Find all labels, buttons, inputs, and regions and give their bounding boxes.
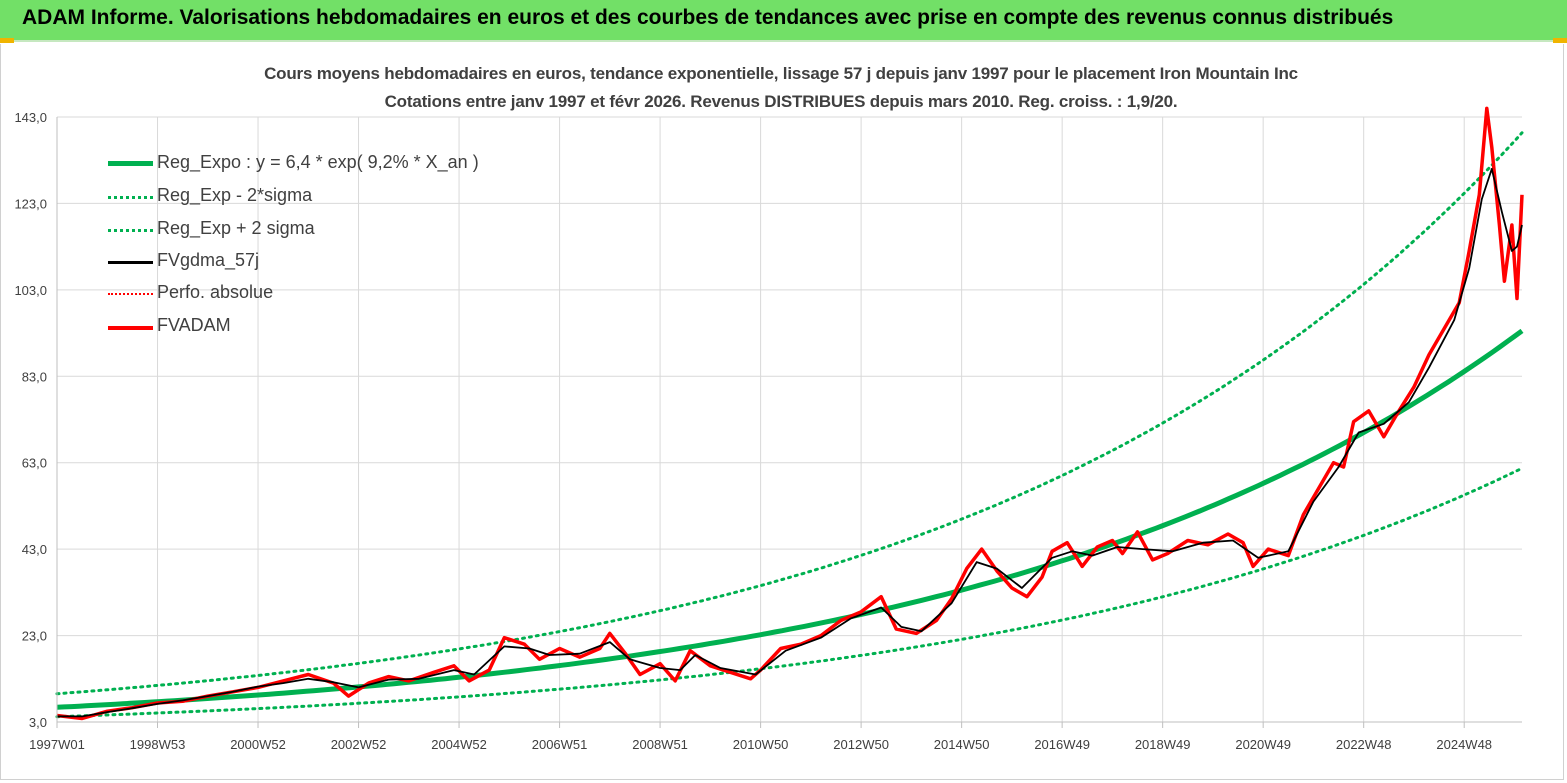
- x-tick-label: 2018W49: [1135, 737, 1191, 752]
- legend-label-perfo: Perfo. absolue: [157, 282, 274, 302]
- legend-item-reg-upper: Reg_Exp + 2 sigma: [108, 218, 528, 242]
- title-banner: ADAM Informe. Valorisations hebdomadaire…: [0, 0, 1567, 40]
- legend-swatch-reg-upper: [108, 229, 153, 232]
- chart-plot: 143,0 123,0 103,0 83,0 63,0 43,0 23,0 3,0 1997W0…: [14, 106, 1524, 752]
- legend-label-fvgdma: FVgdma_57j: [157, 250, 260, 270]
- series-reg-upper: [55, 131, 1524, 696]
- legend-item-fvadam: FVADAM: [108, 315, 528, 339]
- series-layer: [55, 106, 1524, 721]
- x-tick-label: 2024W48: [1436, 737, 1492, 752]
- x-tick-label: 2008W51: [632, 737, 688, 752]
- legend-label-reg-lower: Reg_Exp - 2*sigma: [157, 185, 313, 205]
- y-tick-label: 3,0: [29, 715, 47, 730]
- legend-label-reg-upper: Reg_Exp + 2 sigma: [157, 218, 315, 238]
- y-tick-label: 23,0: [22, 629, 47, 644]
- y-tick-label: 83,0: [22, 369, 47, 384]
- y-tick-label: 43,0: [22, 542, 47, 557]
- legend-swatch-reg-lower: [108, 196, 153, 199]
- legend-swatch-fvadam: [108, 326, 153, 330]
- x-tick-label: 2016W49: [1034, 737, 1090, 752]
- legend-item-reg-expo: Reg_Expo : y = 6,4 * exp( 9,2% * X_an ): [108, 152, 528, 176]
- legend-item-fvgdma: FVgdma_57j: [108, 250, 528, 274]
- page-title: ADAM Informe. Valorisations hebdomadaire…: [22, 6, 1394, 29]
- x-tick-label: 1998W53: [130, 737, 186, 752]
- x-tick-label: 2000W52: [230, 737, 286, 752]
- axis-layer: 143,0 123,0 103,0 83,0 63,0 43,0 23,0 3,0 1997W0…: [14, 110, 1522, 752]
- y-tick-label: 63,0: [22, 456, 47, 471]
- banner-corner-right: [1553, 38, 1567, 43]
- x-tick-label: 2012W50: [833, 737, 889, 752]
- y-tick-label: 143,0: [14, 110, 47, 125]
- series-fvgdma: [57, 168, 1523, 718]
- chart-subtitle: Cotations entre janv 1997 et févr 2026. …: [384, 92, 1178, 111]
- banner-divider: [14, 40, 1553, 42]
- x-tick-label: 2020W49: [1235, 737, 1291, 752]
- chart-container: Cours moyens hebdomadaires en euros, ten…: [0, 44, 1567, 783]
- banner-corner-left: [0, 38, 14, 43]
- legend-item-reg-lower: Reg_Exp - 2*sigma: [108, 185, 528, 209]
- legend-swatch-perfo: [108, 293, 153, 295]
- x-tick-label: 2022W48: [1336, 737, 1392, 752]
- y-tick-label: 123,0: [14, 196, 47, 211]
- x-tick-label: 2006W51: [532, 737, 588, 752]
- legend-label-reg-expo: Reg_Expo : y = 6,4 * exp( 9,2% * X_an ): [157, 152, 479, 172]
- series-reg-expo: [56, 328, 1524, 710]
- x-tick-label: 2004W52: [431, 737, 487, 752]
- legend-swatch-fvgdma: [108, 261, 153, 264]
- x-tick-label: 2002W52: [331, 737, 387, 752]
- legend-swatch-reg-expo: [108, 161, 153, 166]
- chart-title: Cours moyens hebdomadaires en euros, ten…: [264, 64, 1298, 83]
- x-tick-label: 2014W50: [934, 737, 990, 752]
- legend-item-perfo: Perfo. absolue: [108, 282, 528, 306]
- y-tick-label: 103,0: [14, 283, 47, 298]
- chart-frame: [0, 44, 1564, 780]
- x-tick-label: 2010W50: [733, 737, 789, 752]
- legend-label-fvadam: FVADAM: [157, 315, 231, 335]
- x-tick-label: 1997W01: [29, 737, 85, 752]
- series-reg-lower: [55, 466, 1524, 719]
